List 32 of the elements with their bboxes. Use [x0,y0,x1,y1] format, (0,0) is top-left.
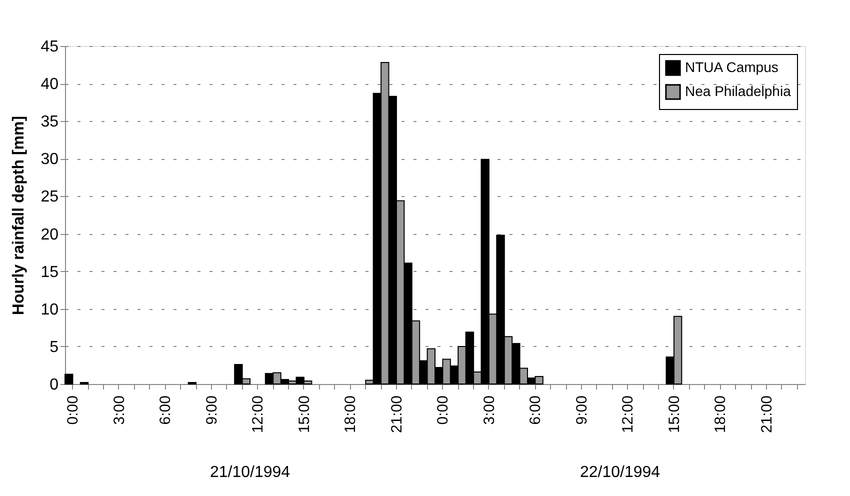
x-tick-label: 0:00 [434,396,452,425]
y-tick-label: 0 [50,376,59,394]
x-tick-label: 18:00 [712,396,730,434]
x-tick-label: 6:00 [527,396,544,425]
x-tick-label: 0:00 [64,396,82,425]
x-tick-label: 15:00 [296,396,313,434]
x-tick-label: 12:00 [620,396,637,434]
x-tick-label: 15:00 [666,396,683,434]
text: 22/10/1994 [580,464,660,481]
y-tick-label: 45 [40,38,59,56]
y-tick-label: 20 [40,226,59,244]
x-tick-label: 12:00 [250,396,267,434]
y-tick-label: 40 [40,76,59,94]
x-tick-label: 21:00 [758,396,776,434]
x-tick-label: 9:00 [203,396,220,425]
x-tick-label: 18:00 [342,396,360,434]
y-tick-label: 35 [40,114,59,131]
x-tick-label: 6:00 [157,396,174,425]
y-tick-label: 5 [50,338,59,356]
legend-label: NTUA Campus [685,59,778,75]
y-tick-label: 10 [40,301,59,318]
y-tick-label: 15 [40,264,59,281]
y-axis-title: Hourly rainfall depth [mm] [10,116,28,316]
x-tick-label: 3:00 [110,396,128,425]
x-tick-label: 21:00 [388,396,406,434]
bar [64,374,74,384]
y-tick-label: 30 [40,151,59,168]
y-tick-label: 25 [40,188,59,206]
x-tick-label: 3:00 [480,396,498,425]
text: 21/10/1994 [210,464,290,481]
x-tick-label: 9:00 [573,396,590,425]
legend-label: Nea Philadelphia [685,83,792,99]
